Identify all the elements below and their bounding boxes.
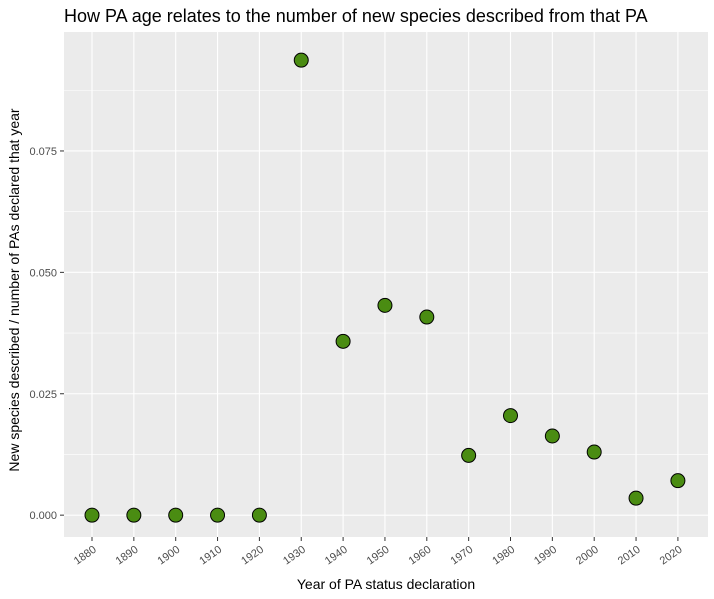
data-point-1960 <box>419 309 435 325</box>
data-point-1950 <box>377 297 393 313</box>
x-tick-label: 1940 <box>323 544 350 568</box>
x-tick-label: 1950 <box>365 544 392 568</box>
y-tick-label: 0.025 <box>29 389 57 401</box>
data-point-2000 <box>586 444 602 460</box>
data-point-1890 <box>126 507 142 523</box>
x-tick-label: 1920 <box>239 544 266 568</box>
x-tick-label: 2010 <box>616 544 643 568</box>
data-point-1970 <box>461 447 477 463</box>
x-tick-label: 2020 <box>658 544 685 568</box>
data-point-1920 <box>251 507 267 523</box>
x-tick-label: 1890 <box>114 544 141 568</box>
chart-title: How PA age relates to the number of new … <box>64 6 648 26</box>
data-point-1900 <box>168 507 184 523</box>
x-tick-label: 1970 <box>448 544 475 568</box>
x-axis: 1880 1890 1900 1910 1920 1930 1940 1950 1960 1970… <box>72 537 685 568</box>
x-tick-label: 1900 <box>155 544 182 568</box>
plot-panel <box>64 32 708 537</box>
x-tick-label: 1880 <box>72 544 99 568</box>
data-point-2010 <box>628 490 644 506</box>
x-axis-title: Year of PA status declaration <box>297 576 475 592</box>
data-point-1930 <box>293 52 309 68</box>
data-point-2020 <box>670 473 686 489</box>
x-tick-label: 2000 <box>574 544 601 568</box>
data-point-1940 <box>335 333 351 349</box>
y-tick-label: 0.050 <box>29 267 57 279</box>
data-points <box>84 52 686 523</box>
y-tick-label: 0.000 <box>29 510 57 522</box>
data-point-1980 <box>503 408 518 424</box>
x-tick-label: 1960 <box>407 544 434 568</box>
x-tick-label: 1910 <box>197 544 224 568</box>
y-tick-label: 0.075 <box>29 146 57 158</box>
y-axis-title: New species described / number of PAs de… <box>6 108 22 471</box>
y-axis: 0.000 0.025 0.050 0.075 <box>29 146 64 522</box>
x-tick-label: 1980 <box>490 544 517 568</box>
x-tick-label: 1930 <box>281 544 308 568</box>
major-grid-x <box>91 32 679 537</box>
x-tick-label: 1990 <box>532 544 559 568</box>
data-point-1910 <box>210 507 226 523</box>
data-point-1880 <box>84 507 100 523</box>
data-point-1990 <box>544 428 560 444</box>
